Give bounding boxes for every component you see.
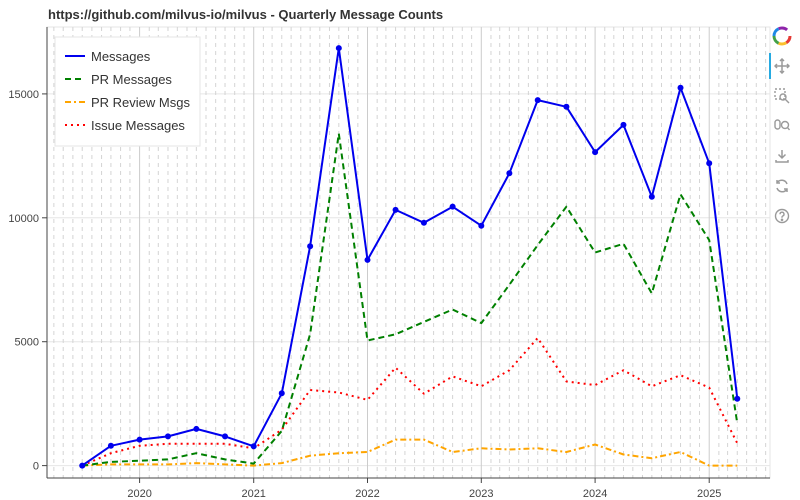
pan-icon[interactable]	[768, 54, 796, 78]
legend-label[interactable]: Messages	[91, 49, 151, 64]
data-point-messages	[222, 433, 229, 440]
data-point-messages	[506, 170, 513, 177]
data-point-messages	[706, 160, 713, 167]
x-tick-label: 2025	[697, 488, 721, 500]
series-line-pr-review-msgs	[82, 438, 738, 467]
series-line-issue-messages	[81, 337, 739, 467]
series-lines	[79, 45, 741, 469]
data-point-messages	[534, 97, 541, 104]
data-point-messages	[478, 222, 485, 229]
help-icon[interactable]	[768, 204, 796, 228]
data-point-messages	[449, 203, 456, 210]
save-icon[interactable]	[768, 144, 796, 168]
data-point-messages	[164, 433, 171, 440]
y-tick-label: 5000	[15, 337, 39, 349]
box-zoom-icon[interactable]	[768, 84, 796, 108]
data-point-messages	[620, 121, 627, 128]
data-point-messages	[136, 436, 143, 443]
data-point-messages	[107, 442, 114, 449]
series-line-messages	[81, 47, 739, 467]
x-tick-label: 2022	[355, 488, 379, 500]
x-tick-label: 2023	[469, 488, 493, 500]
legend-label[interactable]: Issue Messages	[91, 118, 185, 133]
bokeh-logo-icon[interactable]	[768, 24, 796, 48]
legend[interactable]: Messages PR Messages PR Review Msgs Issue M…	[54, 36, 201, 147]
data-point-messages	[392, 206, 399, 213]
legend-label[interactable]: PR Review Msgs	[91, 95, 190, 110]
data-point-messages	[648, 193, 655, 200]
data-point-messages	[193, 425, 200, 432]
series-line-pr-messages	[82, 132, 739, 467]
axes: 0 5000 10000 15000 2020 2021 2022 2023 2024 2025	[8, 27, 770, 500]
chart-title: https://github.com/milvus-io/milvus - Qu…	[48, 7, 444, 22]
data-point-messages	[250, 443, 257, 450]
data-point-messages	[278, 390, 285, 397]
data-point-messages	[79, 462, 86, 469]
y-tick-label: 0	[33, 461, 39, 473]
data-point-messages	[563, 103, 570, 110]
legend-label[interactable]: PR Messages	[91, 72, 172, 87]
data-point-messages	[335, 45, 342, 52]
wheel-zoom-icon[interactable]	[768, 114, 796, 138]
y-tick-label: 15000	[8, 89, 39, 101]
x-tick-label: 2020	[127, 488, 151, 500]
data-point-messages	[420, 219, 427, 226]
data-point-messages	[734, 395, 741, 402]
data-point-messages	[364, 256, 371, 263]
data-point-messages	[677, 84, 684, 91]
x-tick-label: 2021	[241, 488, 265, 500]
data-point-messages	[307, 243, 314, 250]
reset-icon[interactable]	[768, 174, 796, 198]
data-point-messages	[592, 149, 599, 156]
y-tick-label: 10000	[8, 213, 39, 225]
x-tick-label: 2024	[583, 488, 607, 500]
active-tool-indicator	[769, 53, 771, 79]
